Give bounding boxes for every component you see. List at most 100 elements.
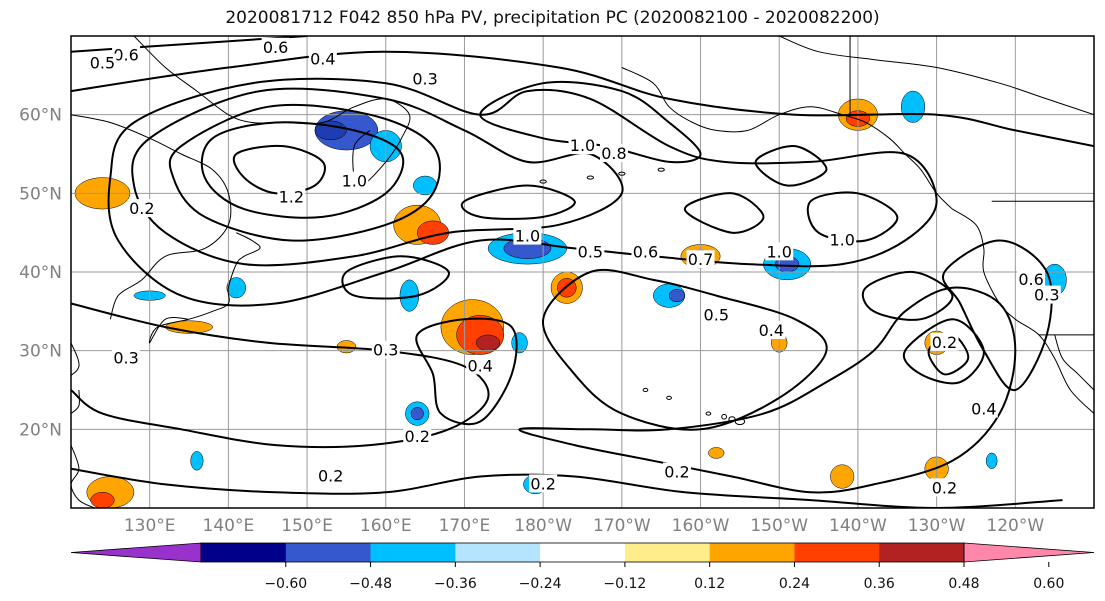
precip-blob (900, 90, 926, 123)
longitude-label: 170°E (439, 516, 491, 536)
contour-label-bg (757, 321, 786, 339)
latitude-label: 50°N (19, 184, 62, 204)
pv-contour (806, 191, 899, 243)
colorbar-extend-high (963, 542, 1095, 563)
longitude-label: 130°W (908, 516, 966, 536)
longitude-label: 160°W (672, 516, 730, 536)
contour-label-bg (308, 49, 337, 68)
contour-label: 0.2 (930, 332, 959, 352)
precip-blob (511, 332, 528, 354)
pv-contour (71, 50, 1094, 148)
coastline (71, 114, 232, 320)
precip-blob (476, 334, 501, 351)
longitude-labels: 130°E 140°E 150°E 160°E 170°E 180°W 170°W 160°W… (124, 516, 1045, 536)
contour-label-text: 0.2 (129, 199, 154, 218)
colorbar-swatch (540, 543, 626, 562)
contour-label-bg (371, 340, 400, 359)
latitude-label: 20°N (19, 420, 62, 440)
contour-label-text: 0.6 (1018, 270, 1043, 289)
island (666, 395, 672, 400)
pv-contour (861, 270, 954, 321)
map-frame (70, 35, 1095, 509)
precip-blob (410, 407, 424, 421)
precip-blob (668, 289, 686, 303)
contour-label-text: 1.0 (767, 242, 792, 261)
colorbar-tick-label: −0.48 (349, 576, 392, 592)
longitude-label: 140°W (829, 516, 887, 536)
contour-label: 0.4 (308, 49, 337, 69)
contour-label: 1.0 (340, 171, 369, 191)
contour-label-text: 0.2 (932, 333, 957, 352)
pv-contour (902, 318, 985, 385)
contour-label-bg (599, 144, 628, 162)
colorbar-tick-label: 0.48 (948, 576, 979, 592)
colorbar-frame (200, 542, 965, 563)
contour-label: 0.4 (757, 321, 786, 340)
coastline (621, 67, 953, 210)
colorbar-tick-label: −0.12 (603, 576, 646, 592)
colorbar-swatch (370, 543, 456, 562)
contour-label: 0.4 (969, 399, 998, 419)
island (642, 387, 649, 393)
contour-label-text: 0.2 (664, 463, 689, 482)
pv-contour (232, 144, 326, 195)
map-title: 2020081712 F042 850 hPa PV, precipitatio… (225, 8, 880, 28)
precip-blob (985, 452, 998, 469)
contour-label-text: 1.0 (829, 231, 854, 250)
contour-label-text: 0.5 (90, 54, 115, 73)
coastline (71, 444, 95, 508)
colorbar-tick-label: 0.36 (864, 576, 895, 592)
pv-contour (341, 255, 450, 300)
contour-label: 0.2 (403, 427, 432, 446)
colorbar-extend-low (70, 542, 202, 563)
contour-label-text: 1.0 (515, 227, 540, 246)
contour-label: 0.2 (930, 478, 959, 497)
contour-label-bg (1032, 285, 1061, 304)
contour-label-bg (261, 37, 290, 56)
longitude-label: 170°W (593, 516, 651, 536)
pv-contour (754, 145, 828, 187)
contour-label: 0.3 (371, 340, 400, 360)
contour-label: 1.0 (828, 230, 857, 250)
latitude-label: 60°N (19, 106, 62, 126)
colorbar-swatch (709, 543, 795, 562)
longitude-label: 150°W (750, 516, 808, 536)
contour-label: 0.3 (1032, 285, 1061, 305)
contour-label-text: 0.2 (932, 478, 957, 497)
contour-label: 0.6 (112, 45, 141, 65)
pv-contour (942, 239, 1053, 392)
longitude-label: 150°E (281, 516, 333, 536)
precip-blob (90, 492, 115, 508)
pv-contour (460, 184, 576, 220)
contour-label-text: 0.8 (601, 144, 626, 163)
contour-label: 1.0 (568, 136, 597, 155)
colorbar-swatch (624, 543, 711, 562)
colorbar-swatch (285, 543, 372, 562)
colorbar-tick-label: 0.60 (1033, 576, 1064, 592)
precip-blob (190, 451, 204, 471)
precip-blob (830, 464, 855, 489)
contour-label-bg (828, 230, 857, 249)
contour-label-text: 0.2 (318, 467, 343, 486)
colorbar: −0.60 −0.48 −0.36 −0.24 −0.12 0.12 0.24 0.36 0.4… (70, 542, 1095, 592)
contour-label-text: 0.4 (759, 321, 784, 340)
coastline (779, 36, 1094, 116)
contour-label: 1.0 (513, 226, 542, 246)
contour-label-bg (969, 399, 998, 418)
contour-label-text: 0.4 (310, 50, 335, 69)
island (657, 167, 665, 172)
contour-label: 0.6 (631, 242, 660, 261)
latitude-label: 30°N (19, 342, 62, 362)
contour-label-bg (127, 199, 156, 218)
contour-label-text: 0.5 (578, 242, 603, 261)
pv-contour (71, 302, 490, 449)
contour-label-text: 0.4 (467, 356, 492, 375)
contour-label-text: 0.6 (113, 46, 138, 65)
contour-label-bg (576, 242, 605, 261)
colorbar-tick-label: −0.60 (264, 576, 307, 592)
pv-contour (107, 77, 938, 307)
contour-label-bg (411, 69, 440, 88)
pv-contour (168, 103, 441, 242)
contour-label: 0.2 (127, 199, 156, 218)
